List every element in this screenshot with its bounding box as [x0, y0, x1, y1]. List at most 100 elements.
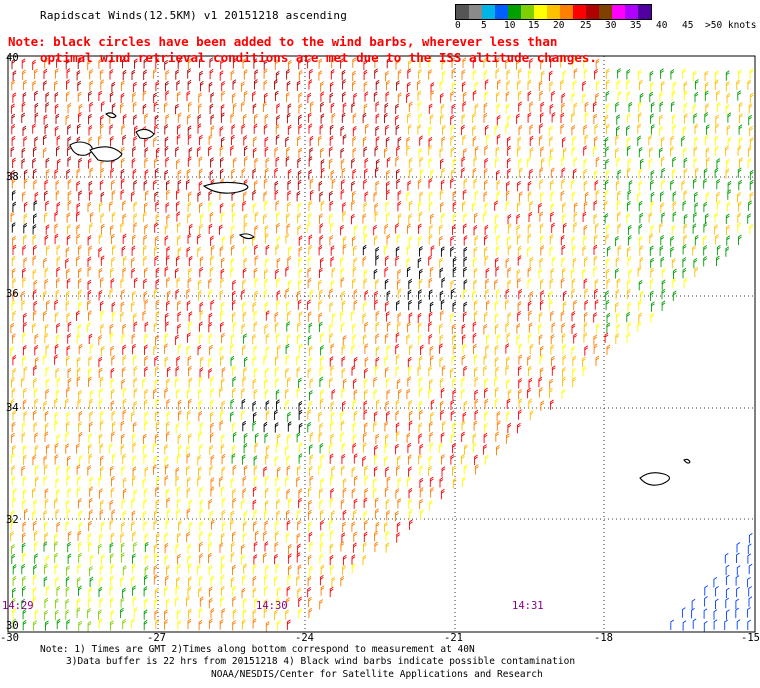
wind-barb	[342, 244, 347, 255]
wind-barb	[496, 445, 500, 456]
wind-barb	[209, 68, 214, 80]
wind-barb	[352, 190, 356, 202]
wind-barb	[230, 343, 234, 354]
wind-barb	[65, 247, 70, 258]
wind-barb	[55, 113, 60, 124]
wind-barb	[626, 212, 631, 224]
wind-barb	[254, 244, 258, 255]
wind-barb	[241, 81, 245, 92]
wind-barb	[714, 135, 719, 146]
wind-barb	[406, 334, 411, 345]
wind-barb	[353, 498, 358, 509]
wind-barb	[329, 332, 334, 344]
wind-barb	[518, 124, 523, 136]
wind-barb	[571, 146, 576, 157]
wind-barb	[748, 114, 752, 126]
wind-barb	[133, 366, 138, 377]
wind-barb	[175, 201, 180, 212]
wind-barb	[166, 214, 171, 225]
wind-barb	[461, 323, 466, 335]
wind-barb	[705, 192, 710, 203]
wind-barb	[682, 257, 687, 268]
wind-barb	[352, 147, 357, 158]
wind-barb	[340, 256, 344, 268]
wind-barb	[54, 533, 58, 544]
wind-barb	[583, 201, 588, 212]
wind-barb	[252, 564, 257, 575]
wind-barb	[639, 93, 644, 104]
wind-barb	[308, 345, 313, 356]
wind-barb	[693, 258, 698, 269]
wind-barb	[396, 178, 401, 189]
wind-barb	[439, 377, 444, 389]
wind-barb	[396, 532, 400, 543]
wind-barb	[66, 619, 71, 630]
wind-barb	[44, 488, 49, 499]
wind-barb	[440, 158, 444, 169]
wind-barb	[231, 422, 236, 433]
wind-barb	[318, 70, 323, 81]
wind-barb	[713, 577, 718, 588]
wind-barb	[122, 355, 127, 366]
wind-barb	[694, 234, 699, 246]
wind-barb	[285, 476, 289, 487]
wind-barb	[99, 576, 103, 587]
wind-barb	[463, 246, 468, 258]
wind-barb	[650, 224, 655, 236]
wind-barb	[110, 609, 115, 621]
wind-barb	[11, 58, 16, 70]
wind-barb	[308, 79, 313, 90]
wind-barb	[725, 168, 730, 179]
wind-barb	[484, 411, 489, 422]
wind-barb	[474, 376, 479, 387]
wind-barb	[617, 190, 621, 202]
wind-barb	[484, 202, 489, 213]
wind-barb	[65, 355, 70, 367]
wind-barb	[428, 365, 433, 377]
wind-barb	[188, 398, 192, 410]
wind-barb	[551, 355, 555, 367]
wind-barb	[210, 486, 215, 497]
wind-barb	[101, 223, 105, 234]
wind-barb	[133, 277, 138, 288]
wind-barb	[155, 58, 160, 69]
wind-barb	[307, 335, 312, 346]
wind-barb	[407, 356, 412, 368]
wind-barb	[463, 464, 468, 475]
wind-barb	[274, 189, 279, 201]
wind-barb	[198, 376, 203, 387]
wind-barb	[122, 57, 126, 69]
wind-barb	[527, 69, 532, 80]
wind-barb	[33, 279, 38, 291]
wind-barb	[263, 509, 268, 520]
wind-barb	[671, 114, 676, 125]
wind-barb	[386, 169, 390, 181]
wind-barb	[210, 575, 215, 586]
wind-barb	[738, 102, 743, 113]
wind-barb	[243, 510, 248, 522]
wind-barb	[98, 267, 103, 279]
wind-barb	[164, 146, 169, 157]
wind-barb	[726, 609, 730, 620]
wind-barb	[364, 356, 369, 368]
wind-barb	[99, 533, 104, 544]
wind-barb	[528, 322, 533, 333]
wind-barb	[551, 256, 556, 267]
wind-barb	[88, 190, 93, 201]
wind-barb	[395, 124, 400, 136]
wind-barb	[43, 576, 48, 587]
wind-barb	[43, 541, 48, 552]
wind-barb	[122, 114, 127, 125]
wind-barb	[241, 454, 246, 465]
wind-barb	[309, 390, 313, 401]
wind-barb	[143, 520, 148, 532]
wind-barb	[208, 81, 213, 93]
wind-barb	[109, 553, 114, 564]
wind-barb	[605, 169, 610, 180]
wind-barb	[11, 300, 16, 311]
wind-barb	[276, 466, 281, 478]
wind-barb	[56, 322, 60, 334]
wind-barb	[176, 508, 180, 520]
wind-barb	[66, 475, 71, 486]
wind-barb	[232, 431, 237, 443]
